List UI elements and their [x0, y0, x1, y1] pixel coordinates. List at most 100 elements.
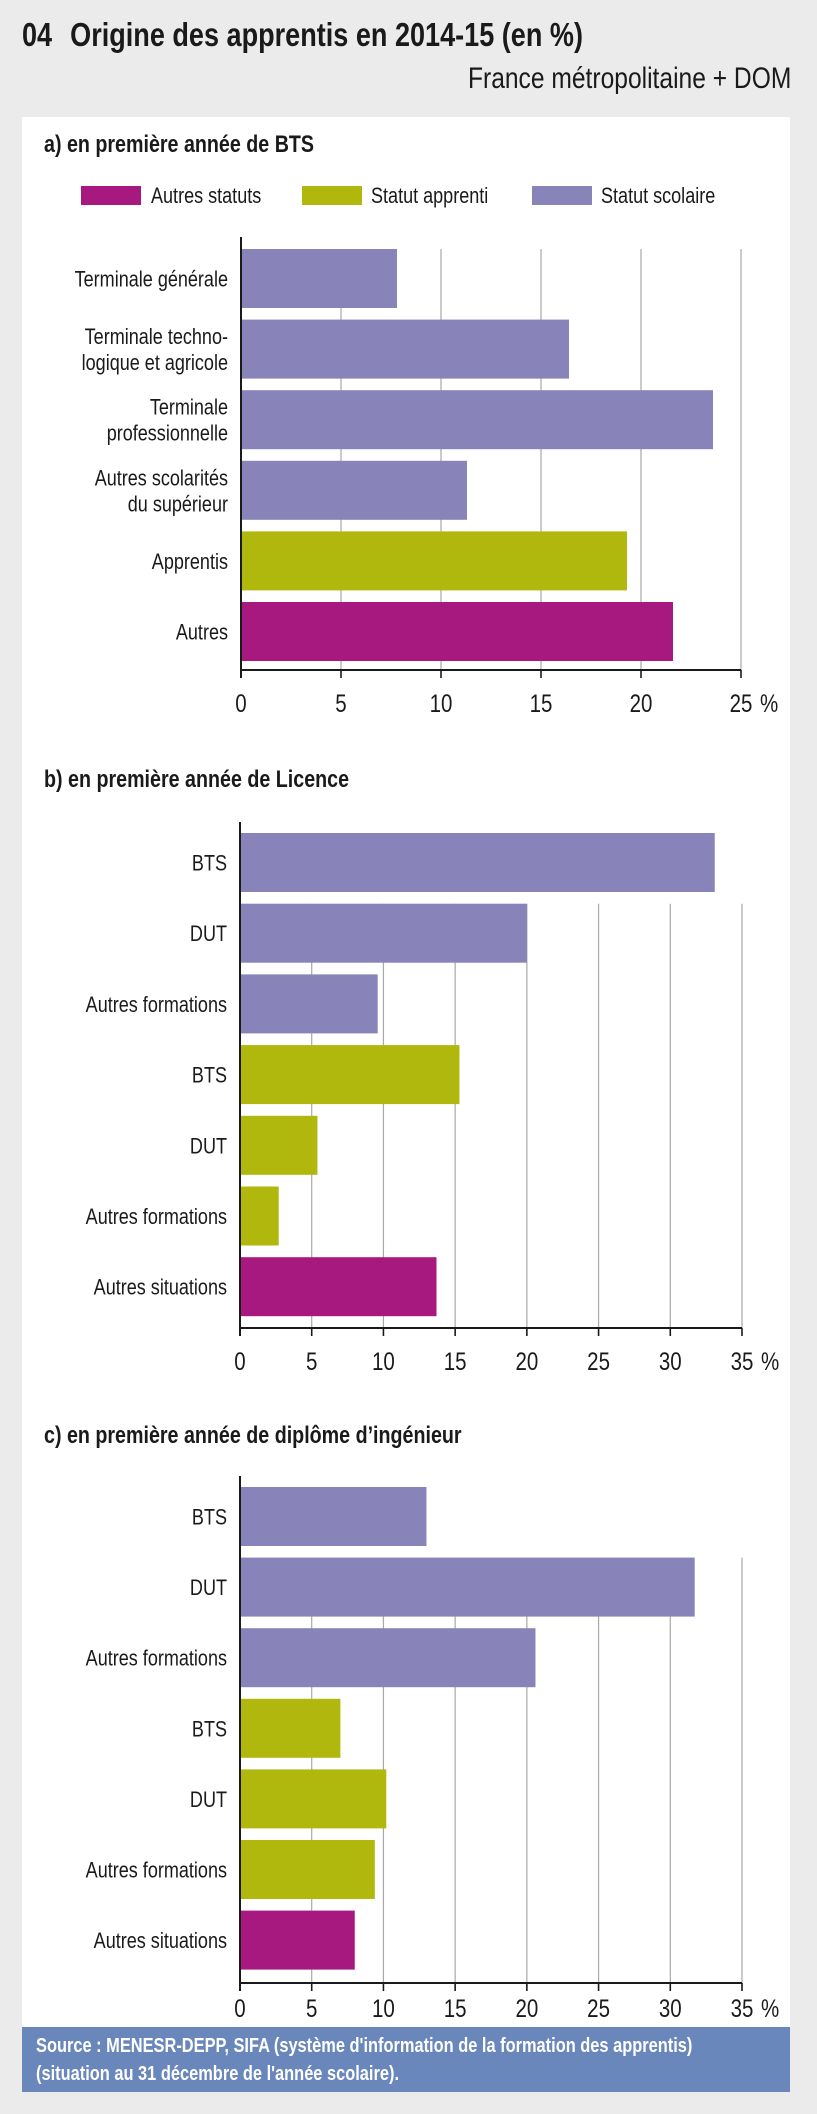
x-tick-label: 5 — [335, 689, 346, 717]
category-label-line: Terminale générale — [75, 268, 228, 292]
x-tick-label-text: 0 — [234, 1347, 245, 1375]
x-tick-label: 20 — [630, 689, 653, 717]
category-label-line: du supérieur — [128, 493, 229, 517]
category-label: BTS — [192, 852, 227, 876]
category-label-line: Terminale techno- — [85, 326, 228, 350]
x-tick-label: 20 — [515, 1347, 538, 1375]
x-tick-label-text: 20 — [515, 1347, 538, 1375]
bar — [240, 1045, 460, 1105]
x-tick-label: 0 — [235, 689, 246, 717]
category-label-line-text: Autres scolarités — [95, 467, 228, 491]
x-tick-label-text: 25 — [587, 1347, 610, 1375]
charts-svg: Autres statuts Statut apprenti Statut scol… — [44, 130, 780, 2022]
x-tick-label: 35% — [731, 1994, 780, 2022]
category-label: BTS — [192, 1506, 227, 1530]
x-tick-label: 15 — [530, 689, 553, 717]
x-tick-label-text: 0 — [234, 1994, 245, 2022]
category-label-line: professionnelle — [107, 422, 228, 446]
bar — [240, 974, 378, 1034]
category-label-line-text: DUT — [190, 923, 227, 947]
category-label-line-text: BTS — [192, 852, 227, 876]
category-label-line: BTS — [192, 1718, 227, 1742]
category-label-line-text: Terminale générale — [75, 268, 228, 292]
x-tick-label-value-text: 35 — [731, 1347, 754, 1375]
figure-subtitle-text: France métropolitaine + DOM — [467, 62, 791, 95]
category-label-line: Autres formations — [86, 1205, 227, 1229]
category-label-line: DUT — [190, 1135, 227, 1159]
figure-subtitle: France métropolitaine + DOM — [397, 62, 791, 96]
source-line-1: Source : MENESR-DEPP, SIFA (système d'in… — [36, 2035, 693, 2057]
category-label-line: DUT — [190, 1577, 227, 1601]
legend-swatch — [532, 186, 592, 205]
bar — [241, 390, 713, 450]
x-tick-label: 10 — [372, 1994, 395, 2022]
x-tick-label-text: 5 — [306, 1994, 317, 2022]
bar — [240, 1698, 341, 1758]
x-tick-label: 5 — [306, 1994, 317, 2022]
x-tick-label: 0 — [234, 1347, 245, 1375]
x-tick-label-unit: % — [760, 689, 778, 717]
category-label: Autres formations — [86, 1859, 227, 1883]
x-tick-label-value-text: 25 — [730, 689, 753, 717]
category-label-line: DUT — [190, 1788, 227, 1812]
category-label-line: Autres formations — [86, 1859, 227, 1883]
category-label-line-text: BTS — [192, 1718, 227, 1742]
legend: Autres statuts Statut apprenti Statut scol… — [81, 184, 715, 208]
category-label: Autres formations — [86, 1647, 227, 1671]
category-label-line: Apprentis — [152, 550, 228, 574]
bar — [240, 1769, 387, 1829]
category-label-line: BTS — [192, 1064, 227, 1088]
x-tick-label-text: 30 — [659, 1347, 682, 1375]
x-tick-label: 0 — [234, 1994, 245, 2022]
x-tick-label: 30 — [659, 1994, 682, 2022]
x-tick-label: 25 — [587, 1994, 610, 2022]
chart-title-text: c) en première année de diplôme d’ingéni… — [44, 1421, 462, 1448]
x-tick-label-value: 25 — [730, 689, 753, 717]
legend-item-autres-statuts: Autres statuts — [81, 184, 261, 208]
category-label-line: Terminale — [150, 396, 228, 420]
category-label: Autres — [176, 621, 228, 645]
category-label-line-text: DUT — [190, 1577, 227, 1601]
x-tick-label-text: 15 — [530, 689, 553, 717]
chart-b: b) en première année de Licence BTS DUT Aut… — [44, 765, 779, 1375]
x-tick-label-text: 10 — [430, 689, 453, 717]
figure-title: 04 Origine des apprentis en 2014-15 (en %… — [22, 16, 706, 54]
legend-swatch — [81, 186, 141, 205]
bar — [241, 531, 627, 591]
bar — [240, 833, 715, 892]
category-label-line-text: Autres formations — [86, 1859, 227, 1883]
category-label: BTS — [192, 1064, 227, 1088]
x-tick-label-text: 5 — [306, 1347, 317, 1375]
legend-label: Autres statuts — [151, 184, 261, 208]
category-label: BTS — [192, 1718, 227, 1742]
category-label-line-text: Autres formations — [86, 1205, 227, 1229]
chart-title: a) en première année de BTS — [44, 130, 314, 157]
legend-label: Statut scolaire — [601, 184, 715, 208]
legend-item-statut-scolaire: Statut scolaire — [532, 184, 715, 208]
figure-number: 04 — [22, 16, 53, 53]
category-label-line: BTS — [192, 1506, 227, 1530]
category-label-line-text: Autres formations — [86, 993, 227, 1017]
category-label-line: Autres formations — [86, 993, 227, 1017]
x-tick-label-text: 25 — [587, 1994, 610, 2022]
x-tick-label-text: 10 — [372, 1994, 395, 2022]
bar — [240, 1115, 318, 1175]
bar — [240, 1840, 375, 1899]
category-label-line-text: professionnelle — [107, 422, 228, 446]
category-label: Autres formations — [86, 993, 227, 1017]
category-label: Terminale techno-logique et agricole — [82, 326, 228, 376]
x-tick-label-text: 20 — [515, 1994, 538, 2022]
source-line-2: (situation au 31 décembre de l'année sco… — [36, 2063, 400, 2085]
x-tick-label: 10 — [430, 689, 453, 717]
x-tick-label-value-text: 35 — [731, 1994, 754, 2022]
chart-title-text: b) en première année de Licence — [44, 765, 349, 792]
category-label-line: BTS — [192, 852, 227, 876]
chart-panel: Autres statuts Statut apprenti Statut scol… — [22, 117, 790, 2027]
category-label-line-text: Terminale — [150, 396, 228, 420]
category-label-line: Autres situations — [94, 1276, 227, 1300]
x-tick-label-text: 10 — [372, 1347, 395, 1375]
x-tick-label: 15 — [444, 1994, 467, 2022]
bar — [241, 249, 397, 308]
category-label-line-text: BTS — [192, 1506, 227, 1530]
